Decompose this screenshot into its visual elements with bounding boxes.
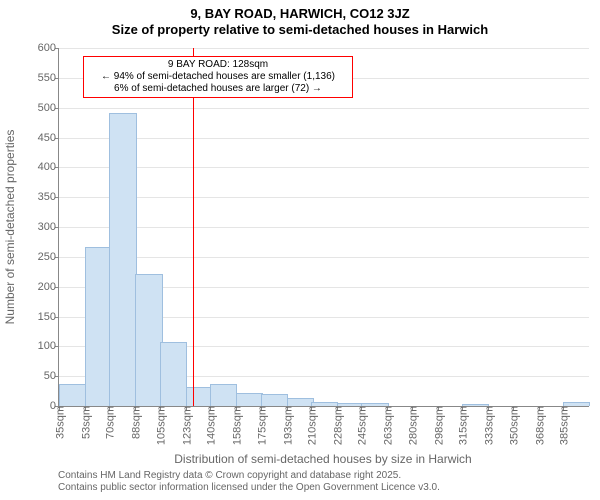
xtick-label: 88sqm	[128, 406, 143, 439]
xtick-label: 35sqm	[52, 406, 67, 439]
gridline	[59, 227, 589, 228]
xtick-label: 105sqm	[152, 406, 167, 445]
plot-area: 05010015020025030035040045050055060035sq…	[58, 48, 589, 407]
chart-title: 9, BAY ROAD, HARWICH, CO12 3JZ Size of p…	[0, 6, 600, 37]
xtick-label: 315sqm	[455, 406, 470, 445]
ytick-label: 150	[38, 311, 59, 323]
xtick-label: 70sqm	[102, 406, 117, 439]
y-axis-label: Number of semi-detached properties	[3, 130, 17, 325]
histogram-bar	[261, 394, 288, 406]
annotation-line: 9 BAY ROAD: 128sqm	[88, 59, 348, 71]
chart-container: 9, BAY ROAD, HARWICH, CO12 3JZ Size of p…	[0, 0, 600, 500]
xtick-label: 158sqm	[229, 406, 244, 445]
xtick-label: 175sqm	[253, 406, 268, 445]
gridline	[59, 167, 589, 168]
footer-line-1: Contains HM Land Registry data © Crown c…	[58, 470, 440, 482]
ytick-label: 500	[38, 102, 59, 114]
gridline	[59, 108, 589, 109]
ytick-label: 400	[38, 161, 59, 173]
ytick-label: 250	[38, 251, 59, 263]
xtick-label: 140sqm	[203, 406, 218, 445]
xtick-label: 193sqm	[279, 406, 294, 445]
histogram-bar	[109, 113, 136, 406]
ytick-label: 100	[38, 340, 59, 352]
ytick-label: 200	[38, 281, 59, 293]
title-line-1: 9, BAY ROAD, HARWICH, CO12 3JZ	[0, 6, 600, 22]
xtick-label: 368sqm	[531, 406, 546, 445]
footer-attribution: Contains HM Land Registry data © Crown c…	[58, 470, 440, 494]
annotation-box: 9 BAY ROAD: 128sqm← 94% of semi-detached…	[83, 56, 353, 98]
xtick-label: 350sqm	[505, 406, 520, 445]
xtick-label: 333sqm	[481, 406, 496, 445]
gridline	[59, 48, 589, 49]
gridline	[59, 257, 589, 258]
xtick-label: 123sqm	[178, 406, 193, 445]
ytick-label: 300	[38, 221, 59, 233]
title-line-2: Size of property relative to semi-detach…	[0, 22, 600, 38]
xtick-label: 210sqm	[304, 406, 319, 445]
ytick-label: 550	[38, 72, 59, 84]
xtick-label: 263sqm	[380, 406, 395, 445]
xtick-label: 385sqm	[556, 406, 571, 445]
xtick-label: 228sqm	[329, 406, 344, 445]
footer-line-2: Contains public sector information licen…	[58, 482, 440, 494]
xtick-label: 53sqm	[77, 406, 92, 439]
histogram-bar	[287, 398, 314, 406]
annotation-line: 6% of semi-detached houses are larger (7…	[88, 83, 348, 95]
ytick-label: 600	[38, 42, 59, 54]
annotation-line: ← 94% of semi-detached houses are smalle…	[88, 71, 348, 83]
ytick-label: 350	[38, 191, 59, 203]
ytick-label: 450	[38, 132, 59, 144]
histogram-bar	[160, 342, 187, 406]
histogram-bar	[85, 247, 112, 406]
histogram-bar	[186, 387, 213, 406]
histogram-bar	[210, 384, 237, 406]
x-axis-label: Distribution of semi-detached houses by …	[174, 452, 471, 466]
xtick-label: 245sqm	[354, 406, 369, 445]
property-marker-line	[193, 48, 194, 406]
gridline	[59, 138, 589, 139]
ytick-label: 50	[44, 370, 59, 382]
xtick-label: 280sqm	[404, 406, 419, 445]
histogram-bar	[236, 393, 263, 406]
xtick-label: 298sqm	[430, 406, 445, 445]
gridline	[59, 197, 589, 198]
histogram-bar	[59, 384, 86, 406]
histogram-bar	[135, 274, 162, 406]
